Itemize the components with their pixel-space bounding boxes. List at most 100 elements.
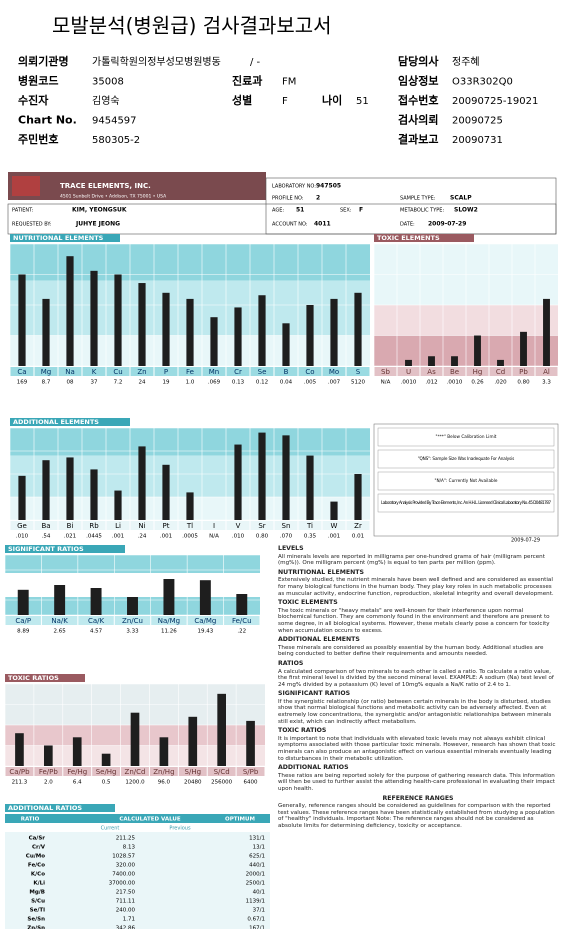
label-cell bbox=[178, 367, 202, 376]
label-cell bbox=[130, 367, 154, 376]
bar bbox=[236, 594, 248, 615]
bar bbox=[246, 720, 255, 766]
note-heading: RATIOS bbox=[278, 659, 304, 667]
label-cell bbox=[202, 367, 226, 376]
item-result: .010 bbox=[232, 534, 245, 540]
note-heading: SIGNIFICANT RATIOS bbox=[278, 690, 351, 698]
note-text: These ratios are being reported solely f… bbox=[278, 772, 555, 792]
label-cell bbox=[224, 616, 260, 625]
label-cell bbox=[34, 367, 58, 376]
item-name: P bbox=[164, 368, 168, 376]
bar bbox=[217, 693, 226, 766]
bar bbox=[282, 323, 290, 366]
label-cell bbox=[397, 367, 420, 376]
item-name: B bbox=[284, 368, 289, 376]
bar bbox=[210, 317, 218, 366]
bar bbox=[54, 585, 66, 615]
label-cell bbox=[5, 616, 41, 625]
ratio-value: 320.00 bbox=[116, 863, 136, 869]
ratio-optimum: 167/1 bbox=[249, 926, 265, 929]
ratio-name: Zn/Sn bbox=[27, 926, 45, 929]
item-result: .070 bbox=[280, 534, 293, 540]
item-name: Ca/Pb bbox=[9, 768, 30, 776]
label-cell bbox=[489, 367, 512, 376]
bar bbox=[138, 283, 146, 366]
lab-value: SLOW2 bbox=[454, 207, 478, 214]
bar bbox=[15, 733, 24, 766]
info-value: 가톨릭학원의정부성모병원병동 bbox=[92, 56, 221, 68]
bar bbox=[451, 356, 458, 366]
label-cell bbox=[322, 521, 346, 530]
band bbox=[5, 555, 260, 573]
bar bbox=[114, 490, 122, 520]
band bbox=[10, 455, 370, 497]
label-cell bbox=[149, 767, 178, 776]
note-heading: TOXIC ELEMENTS bbox=[278, 599, 338, 607]
lab-address: 4501 Sunbelt Drive • Addison, TX 75001 •… bbox=[60, 194, 167, 200]
bar bbox=[234, 307, 242, 366]
legend-cell bbox=[377, 427, 555, 447]
bar bbox=[354, 474, 362, 520]
item-name: Pb bbox=[519, 368, 528, 376]
item-name: Ti bbox=[306, 522, 313, 530]
item-name: Bi bbox=[67, 522, 74, 530]
item-result: 169 bbox=[17, 380, 28, 386]
item-name: Mg bbox=[41, 368, 51, 376]
label-cell bbox=[106, 367, 130, 376]
label-cell bbox=[34, 767, 63, 776]
note-text: Extensively studied, the nutrient minera… bbox=[278, 577, 554, 597]
bar bbox=[186, 492, 194, 520]
info-value: / - bbox=[250, 57, 261, 68]
ratio-value: 37000.00 bbox=[109, 881, 136, 887]
lab-label: PROFILE NO: bbox=[272, 196, 304, 202]
info-label: 나이 bbox=[322, 93, 342, 107]
note-heading: TOXIC RATIOS bbox=[278, 727, 327, 735]
item-name: Na/Mg bbox=[158, 617, 180, 625]
section-title: ADDITIONAL ELEMENTS bbox=[13, 418, 99, 426]
note-text: These minerals are considered as possibl… bbox=[278, 644, 544, 658]
label-cell bbox=[106, 521, 130, 530]
bar bbox=[330, 501, 338, 520]
item-result: .0005 bbox=[182, 534, 198, 540]
legend-line: "N/A": Currently Not Available bbox=[435, 478, 498, 483]
item-name: Cr bbox=[234, 368, 242, 376]
item-result: 7.2 bbox=[114, 380, 123, 386]
item-name: Fe/Hg bbox=[67, 768, 87, 776]
bar bbox=[163, 579, 175, 615]
item-result: .001 bbox=[112, 534, 124, 540]
bar bbox=[101, 753, 111, 766]
lab-label: ACCOUNT NO: bbox=[272, 222, 308, 228]
lab-value: SCALP bbox=[450, 195, 472, 202]
label-cell bbox=[374, 367, 397, 376]
ratio-name: Se/Sn bbox=[27, 917, 45, 923]
ratio-optimum: 13/1 bbox=[253, 845, 265, 851]
label-cell bbox=[41, 616, 78, 625]
note-text: If the synergistic relationship (or rati… bbox=[278, 698, 552, 725]
item-result: 96.0 bbox=[158, 780, 171, 786]
item-name: Hg bbox=[473, 368, 483, 376]
lab-value: F bbox=[359, 207, 363, 214]
item-name: Fe/Pb bbox=[39, 768, 59, 776]
legend-line: Laboratory Analysis Provided By Trace El… bbox=[381, 500, 551, 505]
item-name: Zn/Cu bbox=[122, 617, 143, 625]
lab-value: KIM, YEONGSUK bbox=[72, 207, 127, 214]
item-result: 0.13 bbox=[232, 380, 245, 386]
table-header bbox=[5, 814, 270, 823]
bar bbox=[428, 356, 435, 366]
bar bbox=[90, 469, 98, 520]
section-title: ADDITIONAL RATIOS bbox=[8, 804, 82, 812]
item-name: Al bbox=[543, 368, 550, 376]
bar bbox=[90, 270, 98, 366]
info-label: 수진자 bbox=[18, 93, 49, 107]
label-cell bbox=[78, 616, 114, 625]
item-result: 19.43 bbox=[197, 629, 213, 635]
label-cell bbox=[130, 521, 154, 530]
item-result: .010 bbox=[16, 534, 29, 540]
note-text: A calculated comparison of two minerals … bbox=[278, 668, 554, 688]
label-cell bbox=[298, 521, 322, 530]
label-cell bbox=[346, 367, 370, 376]
label-cell bbox=[236, 767, 265, 776]
ratio-name: Cu/Mo bbox=[26, 854, 45, 860]
bar bbox=[162, 292, 170, 366]
section-title: TOXIC ELEMENTS bbox=[377, 234, 440, 242]
